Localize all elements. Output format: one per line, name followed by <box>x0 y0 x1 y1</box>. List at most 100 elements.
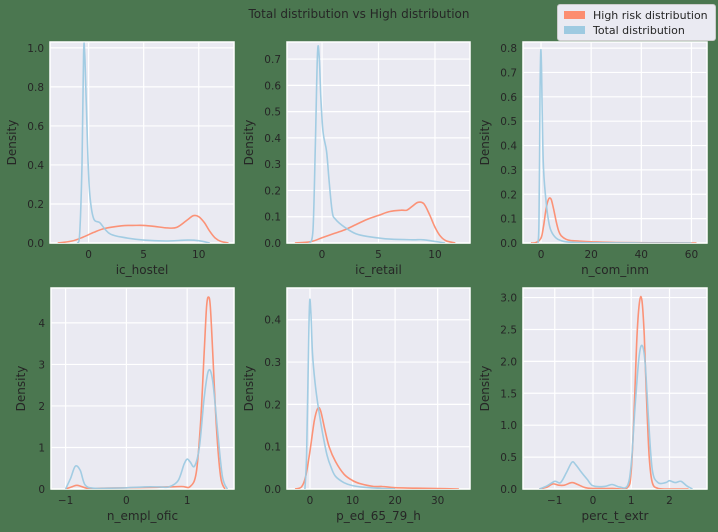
density-curve-total <box>304 298 396 489</box>
y-tick-label: 0.0 <box>500 484 517 496</box>
y-tick-label: 2.5 <box>500 324 517 336</box>
y-tick-label: 0.5 <box>500 452 517 464</box>
plot-frame <box>49 41 235 244</box>
y-tick-label: 3.0 <box>500 293 517 305</box>
plot-frame <box>286 41 471 244</box>
plot-area <box>523 42 707 243</box>
plot-area <box>287 42 470 243</box>
density-curve-total <box>76 42 210 243</box>
y-tick-label: 0.8 <box>27 82 44 94</box>
density-curve-high-risk <box>294 201 456 243</box>
plot-area <box>51 288 234 489</box>
legend-item-total: Total distribution <box>564 23 685 37</box>
x-tick-label: 10 <box>346 495 359 507</box>
y-tick-label: 0.3 <box>264 159 281 171</box>
legend-item-high-risk: High risk distribution <box>564 8 708 22</box>
y-tick-label: 0.0 <box>264 238 281 250</box>
y-tick-label: 0 <box>38 484 45 496</box>
y-tick-label: 0.4 <box>264 315 281 327</box>
x-axis-label: perc_t_extr <box>582 509 649 523</box>
y-tick-label: 0.8 <box>500 43 517 55</box>
y-tick-label: 0.6 <box>264 80 281 92</box>
y-tick-label: 0.4 <box>500 141 517 153</box>
legend-label: High risk distribution <box>593 8 708 22</box>
subplot-ic-retail: 0 5 10 0.0 0.1 0.2 0.3 0.4 0.5 0.6 0.7 ic_retail Den… <box>242 41 471 277</box>
y-tick-label: 0.4 <box>264 133 281 145</box>
x-axis-label: n_com_inm <box>581 263 649 277</box>
plot-frame <box>522 287 708 490</box>
x-tick-label: 5 <box>375 249 382 261</box>
subplot-ic-hostel: 0 5 10 0.0 0.2 0.4 0.6 0.8 1.0 ic_hostel Density <box>5 41 235 277</box>
density-curve-total <box>537 48 692 243</box>
legend: High risk distribution Total distributio… <box>557 4 716 41</box>
y-tick-label: 0.2 <box>264 185 281 197</box>
x-tick-label: 0 <box>319 249 326 261</box>
y-tick-label: 3 <box>38 359 45 371</box>
plot-frame <box>50 287 235 490</box>
y-tick-label: 0.0 <box>264 484 281 496</box>
y-tick-label: 0.3 <box>264 357 281 369</box>
plot-frame <box>286 287 471 490</box>
x-tick-label: 40 <box>635 249 648 261</box>
subplot-perc-t-extr: −1 0 1 2 0.0 0.5 1.0 1.5 2.0 2.5 3.0 perc_t_extr Den… <box>478 287 708 523</box>
x-tick-label: 2 <box>666 495 673 507</box>
x-tick-label: 10 <box>192 249 205 261</box>
y-tick-label: 0.0 <box>500 238 517 250</box>
legend-label: Total distribution <box>593 23 685 37</box>
y-tick-label: 2 <box>38 401 45 413</box>
y-tick-label: 0.7 <box>500 67 517 79</box>
x-tick-label: 0 <box>538 249 545 261</box>
y-tick-label: 0.1 <box>264 212 281 224</box>
y-tick-label: 1.0 <box>500 420 517 432</box>
x-tick-label: 20 <box>584 249 597 261</box>
density-curve-total <box>539 344 693 489</box>
subplot-n-com-inm: 0 20 40 60 0.0 0.1 0.2 0.3 0.4 0.5 0.6 0.7 0.8 n_com_… <box>478 41 708 277</box>
y-tick-label: 0.2 <box>500 189 517 201</box>
y-tick-label: 0.7 <box>264 54 281 66</box>
subplot-p-ed-65-79-h: 0 10 20 30 0.0 0.1 0.2 0.3 0.4 p_ed_65_79_h Densit… <box>242 287 471 523</box>
density-curve-total <box>64 368 229 489</box>
x-axis-label: ic_hostel <box>116 263 169 277</box>
x-tick-label: 20 <box>388 495 401 507</box>
y-tick-label: 0.2 <box>264 399 281 411</box>
x-tick-label: −1 <box>58 495 73 507</box>
y-tick-label: 0.4 <box>27 160 44 172</box>
y-tick-label: 2.0 <box>500 356 517 368</box>
density-curve-high-risk <box>294 406 459 489</box>
y-axis-label: Density <box>14 366 28 412</box>
y-tick-label: 0.6 <box>27 121 44 133</box>
density-curve-high-risk <box>65 296 226 489</box>
density-curve-high-risk <box>539 295 689 489</box>
figure-title: Total distribution vs High distribution <box>248 7 470 21</box>
y-axis-label: Density <box>242 366 256 412</box>
x-tick-label: 0 <box>123 495 130 507</box>
density-curve-total <box>308 44 446 243</box>
plot-area <box>523 288 707 489</box>
density-curve-high-risk <box>530 197 697 243</box>
plot-area <box>287 288 470 489</box>
subplot-n-empl-ofic: −1 0 1 0 1 2 3 4 n_empl_ofic Density <box>14 287 235 523</box>
y-tick-label: 0.6 <box>500 92 517 104</box>
x-tick-label: 0 <box>85 249 92 261</box>
x-tick-label: 30 <box>431 495 444 507</box>
plot-area <box>50 42 234 243</box>
y-axis-label: Density <box>242 120 256 166</box>
y-tick-label: 1.0 <box>27 43 44 55</box>
y-tick-label: 1.5 <box>500 388 517 400</box>
y-tick-label: 1 <box>38 442 45 454</box>
y-tick-label: 0.3 <box>500 165 517 177</box>
x-tick-label: 0 <box>590 495 597 507</box>
x-tick-label: 10 <box>428 249 441 261</box>
y-axis-label: Density <box>478 366 492 412</box>
y-tick-label: 0.1 <box>264 442 281 454</box>
x-axis-label: p_ed_65_79_h <box>336 509 421 523</box>
x-axis-label: n_empl_ofic <box>107 509 178 523</box>
density-curve-high-risk <box>57 214 229 243</box>
plot-frame <box>522 41 708 244</box>
x-tick-label: 0 <box>307 495 314 507</box>
y-tick-label: 4 <box>38 318 45 330</box>
x-tick-label: 5 <box>140 249 147 261</box>
high-risk-swatch-icon <box>564 11 585 19</box>
x-axis-label: ic_retail <box>355 263 402 277</box>
